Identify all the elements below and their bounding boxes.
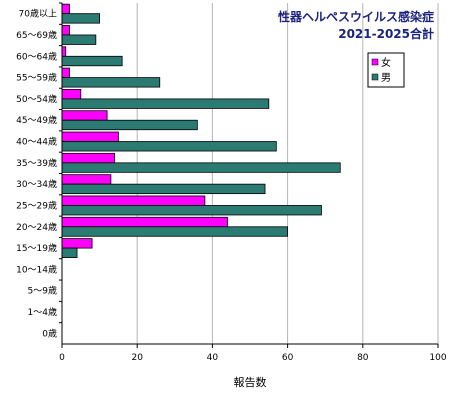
x-axis-title: 報告数 — [234, 376, 267, 389]
legend-swatch-female — [371, 58, 379, 66]
y-tick-label: 60～64歳 — [16, 50, 57, 62]
bar-male — [61, 77, 161, 88]
bar-female — [61, 46, 67, 57]
legend-box — [367, 52, 405, 88]
x-tick-labels: 0 20 40 60 80 100 — [59, 353, 447, 363]
x-tick-label: 100 — [429, 353, 446, 363]
x-tick-label: 20 — [131, 353, 143, 363]
y-tick-label: 20～24歳 — [16, 221, 57, 233]
bar-male — [61, 205, 322, 216]
y-tick-label: 0歳 — [42, 327, 57, 339]
bar-male — [61, 55, 123, 67]
bar-female — [61, 174, 112, 185]
x-tick-label: 60 — [282, 353, 294, 363]
bar-female — [61, 3, 70, 15]
y-tick-label: 45～49歳 — [16, 114, 57, 126]
legend-swatch-male — [371, 73, 379, 81]
bar-female — [61, 89, 82, 100]
y-tick-label: 25～29歳 — [16, 199, 57, 211]
bar-female — [61, 25, 70, 36]
bar-male — [61, 247, 78, 258]
bar-female — [61, 238, 93, 249]
axes — [59, 2, 439, 348]
y-tick-label: 15～19歳 — [16, 242, 57, 254]
bar-male — [61, 183, 266, 195]
chart-subtitle: 2021-2025合計 — [338, 26, 434, 41]
x-tick-label: 80 — [357, 353, 369, 363]
legend: 女 男 — [367, 52, 405, 88]
bar-male — [61, 226, 289, 237]
bar-male — [61, 13, 100, 24]
bar-female — [61, 131, 119, 142]
legend-label-female: 女 — [381, 56, 391, 69]
y-tick-label: 1～4歳 — [28, 306, 57, 318]
y-tick-label: 70歳以上 — [19, 8, 57, 20]
bar-male — [61, 119, 198, 131]
bars — [61, 3, 341, 258]
bar-female — [61, 152, 116, 164]
y-tick-label: 50～54歳 — [16, 93, 57, 105]
legend-label-male: 男 — [381, 72, 391, 84]
bar-male — [61, 141, 277, 152]
y-tick-labels: 70歳以上 65～69歳 60～64歳 55～59歳 50～54歳 45～49歳 40～44… — [16, 8, 57, 340]
bar-female — [61, 195, 206, 206]
y-tick-label: 30～34歳 — [16, 178, 57, 190]
bar-female — [61, 216, 228, 228]
gridlines — [136, 3, 439, 344]
y-tick-label: 65～69歳 — [16, 29, 57, 41]
bar-male — [61, 162, 341, 173]
bar-female — [61, 110, 108, 121]
y-tick-label: 10～14歳 — [16, 263, 57, 275]
x-tick-label: 40 — [207, 353, 219, 363]
y-tick-label: 35～39歳 — [16, 157, 57, 169]
bar-male — [61, 34, 97, 45]
bar-female — [61, 67, 70, 78]
bar-male — [61, 98, 270, 109]
y-tick-label: 55～59歳 — [16, 72, 57, 84]
x-tick-label: 0 — [59, 353, 65, 363]
y-tick-label: 5～9歳 — [28, 285, 57, 297]
y-tick-label: 40～44歳 — [16, 136, 57, 148]
chart-title: 性器ヘルペスウイルス感染症 — [277, 9, 434, 24]
